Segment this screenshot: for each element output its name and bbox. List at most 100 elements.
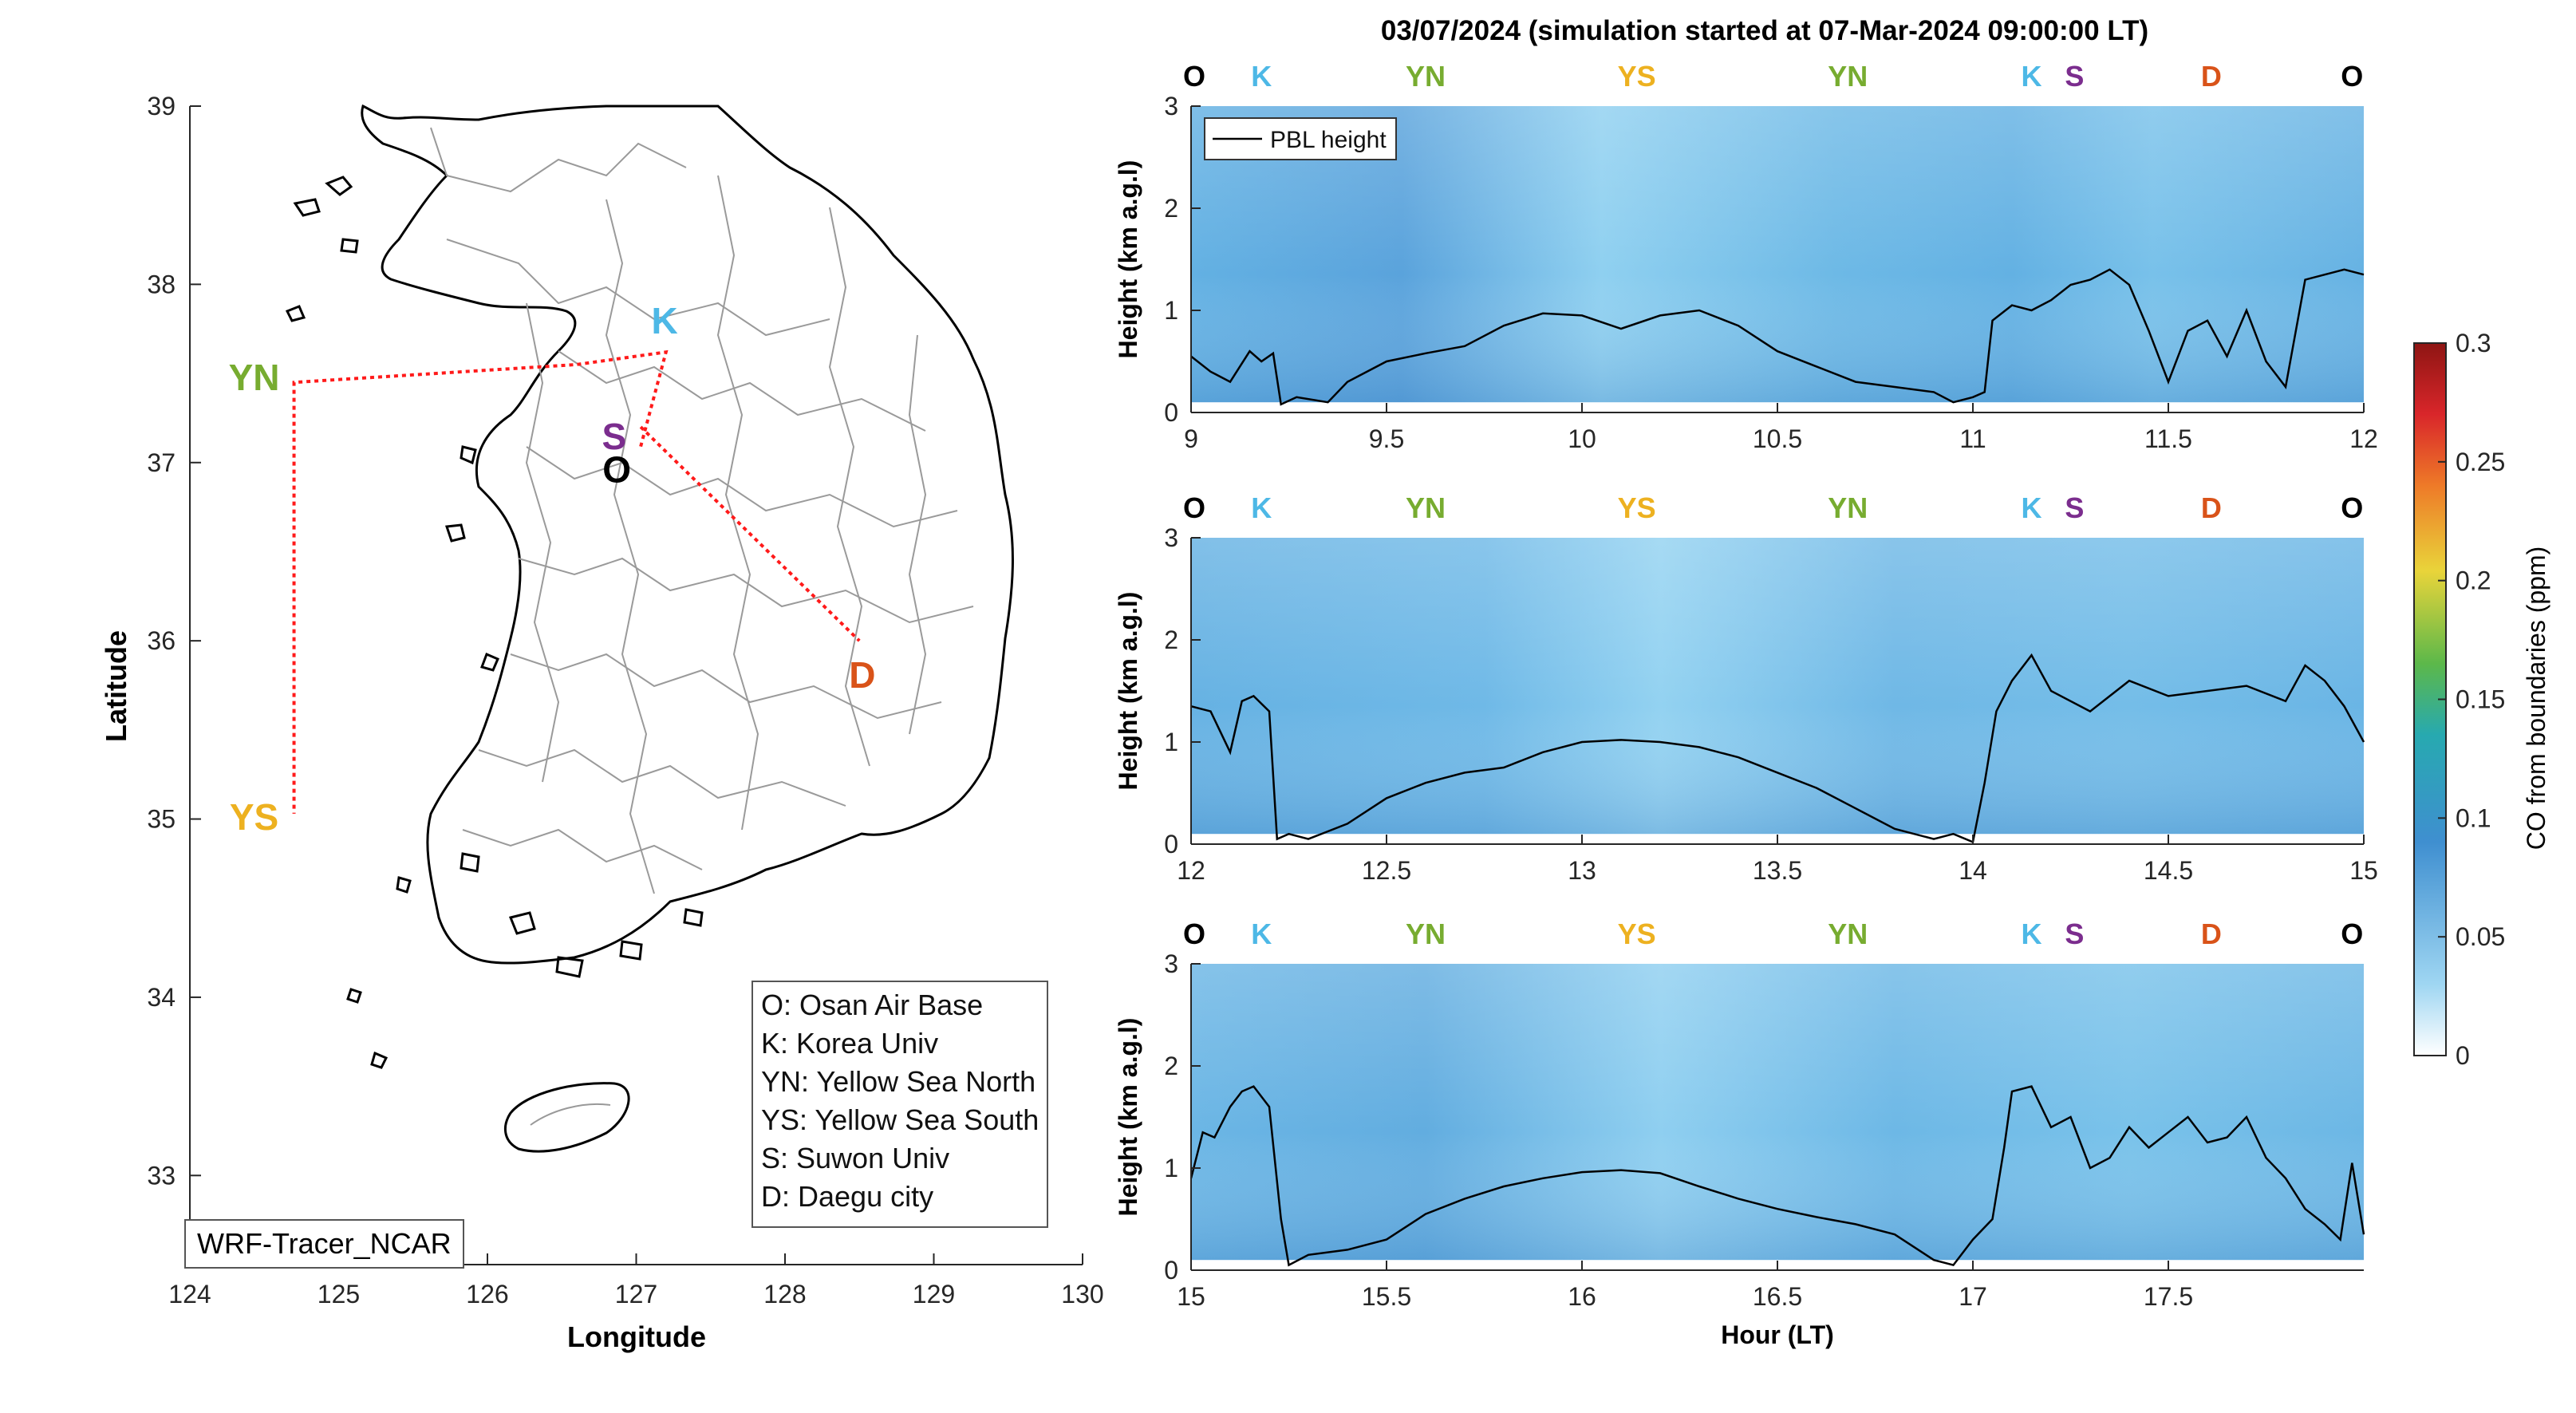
province-boundaries bbox=[430, 127, 974, 894]
site-marker-ys: YS bbox=[1618, 60, 1656, 93]
y-tick-label: 1 bbox=[1164, 1154, 1178, 1182]
pbl-height-line bbox=[1190, 268, 2365, 406]
y-tick-label: 2 bbox=[1164, 194, 1178, 223]
map-site-label-o: O bbox=[602, 449, 631, 491]
site-marker-ys: YS bbox=[1618, 491, 1656, 524]
site-marker-o: O bbox=[1183, 491, 1205, 524]
site-marker-k: K bbox=[2022, 918, 2042, 950]
site-marker-k: K bbox=[1251, 918, 1272, 950]
map-site-label-ys: YS bbox=[230, 796, 278, 838]
x-tick-label: 12 bbox=[1177, 856, 1205, 885]
map-site-label-s: S bbox=[602, 416, 627, 457]
site-marker-o: O bbox=[2341, 918, 2363, 950]
colorbar-tick-label: 0.15 bbox=[2456, 685, 2505, 714]
x-tick-label: 9.5 bbox=[1369, 424, 1404, 453]
x-tick-label: 16.5 bbox=[1753, 1282, 1802, 1311]
map-x-tick-label: 129 bbox=[913, 1280, 955, 1308]
y-tick-label: 3 bbox=[1164, 523, 1178, 552]
site-marker-o: O bbox=[1183, 60, 1205, 93]
colorbar-tick-label: 0.25 bbox=[2456, 448, 2505, 476]
y-axis-label: Height (km a.g.l) bbox=[1114, 592, 1142, 791]
x-tick-label: 16 bbox=[1568, 1282, 1596, 1311]
map-x-tick-label: 127 bbox=[615, 1280, 657, 1308]
map-x-tick-label: 128 bbox=[763, 1280, 806, 1308]
y-tick-label: 1 bbox=[1164, 728, 1178, 756]
x-tick-label: 11.5 bbox=[2144, 424, 2192, 453]
colorbar-tick-label: 0.1 bbox=[2456, 803, 2491, 832]
site-marker-yn: YN bbox=[1828, 60, 1868, 93]
map-site-label-yn: YN bbox=[229, 357, 280, 398]
site-marker-d: D bbox=[2201, 491, 2222, 524]
legend-entry-osan: O: Osan Air Base bbox=[761, 989, 984, 1021]
x-tick-label: 9 bbox=[1184, 424, 1198, 453]
legend-entry-daegu: D: Daegu city bbox=[761, 1180, 934, 1213]
x-tick-label: 12 bbox=[2349, 424, 2378, 453]
map-y-tick-label: 37 bbox=[147, 448, 176, 477]
colorbar-tick-label: 0.3 bbox=[2456, 329, 2491, 357]
site-marker-k: K bbox=[1251, 60, 1272, 93]
map-x-tick-label: 126 bbox=[466, 1280, 508, 1308]
site-legend: O: Osan Air Base K: Korea Univ YN: Yello… bbox=[751, 981, 1048, 1228]
x-tick-label: 17.5 bbox=[2144, 1282, 2193, 1311]
colorbar-tick-label: 0 bbox=[2456, 1041, 2470, 1070]
map-site-label-k: K bbox=[651, 300, 677, 341]
site-marker-yn: YN bbox=[1828, 491, 1868, 524]
x-tick-label: 10.5 bbox=[1753, 424, 1802, 453]
colorbar-label: CO from boundaries (ppm) bbox=[2522, 547, 2550, 851]
map-y-tick-label: 39 bbox=[147, 92, 176, 120]
legend-entry-yellow-sea-north: YN: Yellow Sea North bbox=[761, 1065, 1036, 1098]
x-axis-label: Hour (LT) bbox=[1721, 1320, 1834, 1349]
cross-section-panel-3: 15 15.5 16 16.5 17 17.5 0 1 2 3 Height (km a.g.l) O… bbox=[1114, 918, 2365, 1349]
site-marker-o: O bbox=[2341, 60, 2363, 93]
x-tick-label: 10 bbox=[1568, 424, 1596, 453]
x-tick-label: 13.5 bbox=[1753, 856, 1802, 885]
y-tick-label: 0 bbox=[1164, 830, 1178, 858]
colorbar: 0.3 0.25 0.2 0.15 0.1 0.05 0 CO from boundarie… bbox=[2413, 329, 2550, 1070]
x-tick-label: 11 bbox=[1959, 424, 1986, 453]
y-tick-label: 2 bbox=[1164, 1052, 1178, 1080]
transect-route-daegu bbox=[639, 425, 861, 642]
site-marker-k: K bbox=[2022, 491, 2042, 524]
x-tick-label: 14 bbox=[1959, 856, 1987, 885]
legend-entry-yellow-sea-south: YS: Yellow Sea South bbox=[761, 1103, 1039, 1136]
map-x-tick-label: 124 bbox=[168, 1280, 211, 1308]
y-tick-label: 0 bbox=[1164, 398, 1178, 427]
site-marker-yn: YN bbox=[1406, 491, 1446, 524]
x-tick-label: 12.5 bbox=[1362, 856, 1411, 885]
figure-title: 03/07/2024 (simulation started at 07-Mar… bbox=[1381, 15, 2148, 46]
site-marker-k: K bbox=[2022, 60, 2042, 93]
pbl-height-line bbox=[1189, 1085, 2365, 1267]
y-axis-label: Height (km a.g.l) bbox=[1114, 160, 1142, 359]
model-credit: WRF-Tracer_NCAR bbox=[184, 1219, 464, 1269]
map-y-ticks: 39 38 37 36 35 34 33 bbox=[147, 92, 201, 1190]
x-tick-label: 15 bbox=[2349, 856, 2378, 885]
pbl-legend-label: PBL height bbox=[1270, 127, 1387, 153]
jeju-inner-boundary bbox=[530, 1103, 611, 1126]
map-x-axis-label: Longitude bbox=[567, 1320, 706, 1353]
site-marker-yn: YN bbox=[1828, 918, 1868, 950]
map-x-ticks: 124 125 126 127 128 129 130 bbox=[168, 1253, 1104, 1308]
transect-route-yellow-sea bbox=[292, 349, 669, 814]
y-tick-label: 2 bbox=[1164, 626, 1178, 654]
site-labels: K SO YN YS D bbox=[229, 300, 876, 838]
x-tick-label: 15 bbox=[1177, 1282, 1205, 1311]
y-tick-label: 3 bbox=[1164, 92, 1178, 120]
y-tick-label: 3 bbox=[1164, 949, 1178, 978]
y-axis-label: Height (km a.g.l) bbox=[1114, 1018, 1142, 1217]
map-x-tick-label: 130 bbox=[1061, 1280, 1103, 1308]
y-tick-label: 0 bbox=[1164, 1256, 1178, 1285]
colorbar-tick-label: 0.2 bbox=[2456, 566, 2491, 595]
map-site-label-d: D bbox=[849, 654, 875, 696]
map-y-tick-label: 36 bbox=[147, 626, 176, 655]
co-field-shading bbox=[1191, 538, 2364, 844]
site-marker-o: O bbox=[2341, 491, 2363, 524]
x-tick-label: 14.5 bbox=[2144, 856, 2193, 885]
map-x-tick-label: 125 bbox=[318, 1280, 360, 1308]
site-marker-ys: YS bbox=[1618, 918, 1656, 950]
legend-entry-korea-univ: K: Korea Univ bbox=[761, 1027, 939, 1060]
coastline-islands bbox=[285, 176, 704, 1069]
pbl-height-line bbox=[1190, 653, 2365, 844]
